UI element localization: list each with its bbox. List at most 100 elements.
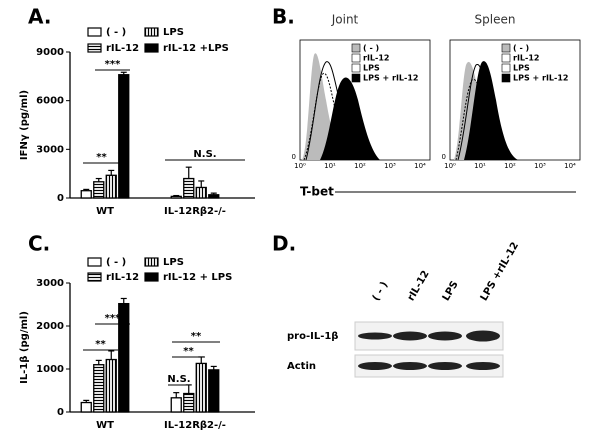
panel-label: B. [272,5,295,29]
legend-label: LPS [163,257,184,268]
bar [118,74,130,199]
legend-swatch [351,73,361,83]
histogram-spleen [449,39,581,161]
panel-label: A. [28,5,51,29]
legend-swatch [144,257,159,267]
x-tick-label: 10² [354,162,366,170]
x-tick-label: IL-12Rβ2-/- [164,420,226,431]
y-tick-label: 0 [292,153,296,161]
histogram-curve [464,61,518,160]
panel-label: D. [272,232,296,256]
legend-swatch [351,63,361,73]
significance-label: ** [95,339,106,350]
histogram-curve [302,53,348,161]
legend-swatch [501,73,511,83]
bar [208,369,220,413]
significance-label: N.S. [193,149,216,160]
bar [170,397,182,413]
significance-label: *** [105,59,121,70]
y-axis-label: IL-1β (pg/ml) [19,311,30,384]
y-tick-label: 6000 [36,96,64,107]
y-tick-label: 3000 [36,144,64,155]
legend-label: LPS + rIL-12 [363,74,418,83]
row-label: Actin [287,361,316,372]
band [466,330,500,342]
bar [183,177,195,199]
legend-swatch [351,53,361,63]
legend-label: rIL-12 +LPS [163,43,229,54]
legend-label: ( - ) [363,44,379,53]
y-tick-label: 3000 [36,278,64,289]
legend-label: rIL-12 + LPS [163,272,232,283]
x-tick-label: 10³ [534,162,546,170]
bar [183,392,195,413]
bar [80,190,92,199]
legend-swatch [144,27,159,37]
legend-swatch [87,27,102,37]
x-tick-label: WT [96,420,114,431]
x-tick-label: 10¹ [474,162,486,170]
legend-label: LPS [363,64,380,73]
y-tick-label: 2000 [36,321,64,332]
lane-label: LPS [441,279,461,303]
legend-label: rIL-12 [106,272,139,283]
legend-label: ( - ) [106,257,126,268]
x-tick-label: 10⁴ [414,162,426,170]
y-tick-label: 0 [57,193,64,204]
legend-swatch [351,43,361,53]
bar [208,194,220,199]
x-tick-label: 10⁴ [564,162,576,170]
y-tick-label: 0 [57,407,64,418]
significance-label: ** [183,346,194,357]
legend-swatch [501,63,511,73]
lane-label: LPS +rIL-12 [479,240,521,303]
band [428,362,462,370]
bar [170,195,182,199]
legend-label: ( - ) [106,27,126,38]
significance-label: *** [105,313,121,324]
legend-label: ( - ) [513,44,529,53]
bar [105,358,117,413]
x-tick-label: 10² [504,162,516,170]
bar [195,362,207,413]
band [358,362,392,370]
y-tick-label: 0 [442,153,446,161]
bar [93,364,105,413]
legend-label: LPS + rIL-12 [513,74,568,83]
band [428,331,462,341]
legend-label: rIL-12 [363,54,389,63]
row-label: pro-IL-1β [287,331,338,342]
bar [105,174,117,199]
legend-swatch [501,53,511,63]
x-tick-label: 10³ [384,162,396,170]
lane-label: ( - ) [371,280,391,303]
legend-label: LPS [513,64,530,73]
panel-label: C. [28,232,50,256]
significance-label: ** [96,152,107,163]
legend-label: rIL-12 [106,43,139,54]
histogram-joint [299,39,431,161]
panel-title: Joint [331,13,359,27]
y-axis-label: IFNγ (pg/ml) [19,90,30,160]
significance-label: ** [191,331,202,342]
bar [80,401,92,413]
panel-title: Spleen [475,13,516,27]
histogram-curve [320,77,380,160]
legend-swatch [87,272,102,282]
legend-swatch [87,257,102,267]
legend-swatch [144,43,159,53]
band [358,332,392,340]
x-tick-label: 10¹ [324,162,336,170]
x-tick-label: IL-12Rβ2-/- [164,206,226,217]
y-tick-label: 1000 [36,364,64,375]
legend-swatch [144,272,159,282]
legend-label: rIL-12 [513,54,539,63]
legend-swatch [501,43,511,53]
x-tick-label: WT [96,206,114,217]
band [466,362,500,370]
axis-label: T-bet [300,185,334,199]
lane-label: rIL-12 [406,269,432,303]
y-tick-label: 9000 [36,47,64,58]
